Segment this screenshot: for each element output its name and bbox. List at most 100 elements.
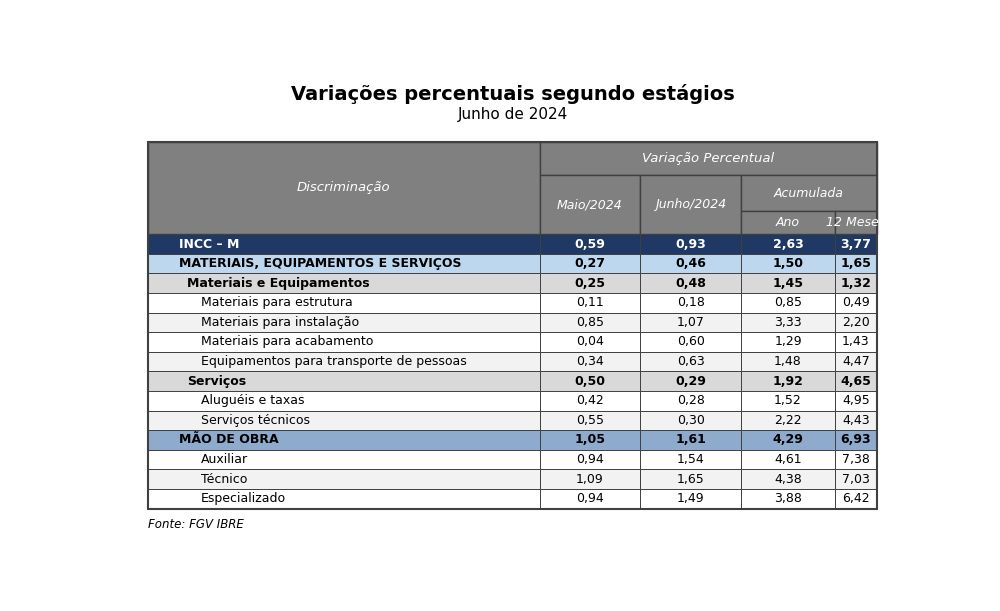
Text: 0,25: 0,25 (574, 277, 606, 290)
Text: 2,20: 2,20 (842, 316, 870, 329)
Bar (741, 469, 835, 489)
Bar (835, 411, 877, 430)
Text: 4,43: 4,43 (842, 414, 870, 427)
Bar (148, 469, 540, 489)
Bar (540, 313, 640, 332)
Text: 4,65: 4,65 (840, 375, 871, 387)
Text: 0,60: 0,60 (677, 335, 705, 348)
Bar (640, 313, 741, 332)
Text: Serviços técnicos: Serviços técnicos (201, 414, 310, 427)
Bar (640, 293, 741, 313)
Text: 1,29: 1,29 (774, 335, 802, 348)
Bar (148, 371, 540, 391)
Bar (835, 430, 877, 450)
Text: 4,95: 4,95 (842, 394, 870, 408)
Bar (540, 273, 640, 293)
Text: Serviços: Serviços (187, 375, 246, 387)
Bar (640, 371, 741, 391)
Bar (148, 142, 540, 234)
Bar (148, 391, 540, 411)
Text: Materiais e Equipamentos: Materiais e Equipamentos (187, 277, 370, 290)
Bar (741, 234, 835, 254)
Bar (640, 450, 741, 469)
Text: 0,30: 0,30 (677, 414, 705, 427)
Text: MÃO DE OBRA: MÃO DE OBRA (179, 433, 279, 447)
Text: 0,85: 0,85 (576, 316, 604, 329)
Bar (640, 254, 741, 273)
Text: 0,11: 0,11 (576, 296, 604, 309)
Bar (540, 430, 640, 450)
Bar (540, 234, 640, 254)
Bar (148, 313, 540, 332)
Text: 0,27: 0,27 (574, 257, 606, 270)
Bar (148, 430, 540, 450)
Bar (540, 411, 640, 430)
Text: 1,50: 1,50 (773, 257, 804, 270)
Text: 0,42: 0,42 (576, 394, 604, 408)
Bar (741, 450, 835, 469)
Text: 0,94: 0,94 (576, 492, 604, 505)
Bar (741, 391, 835, 411)
Text: Fonte: FGV IBRE: Fonte: FGV IBRE (148, 518, 244, 530)
Bar (640, 489, 741, 508)
Text: 1,49: 1,49 (677, 492, 705, 505)
Text: 1,45: 1,45 (773, 277, 804, 290)
Text: MATERIAIS, EQUIPAMENTOS E SERVIÇOS: MATERIAIS, EQUIPAMENTOS E SERVIÇOS (179, 257, 462, 270)
Text: 7,03: 7,03 (842, 473, 870, 486)
Bar (148, 411, 540, 430)
Text: 0,50: 0,50 (574, 375, 606, 387)
Bar (741, 293, 835, 313)
Bar (640, 273, 741, 293)
Bar (741, 313, 835, 332)
Text: 0,49: 0,49 (842, 296, 870, 309)
Bar (741, 175, 877, 211)
Bar (741, 352, 835, 371)
Text: 6,93: 6,93 (841, 433, 871, 447)
Text: Ano: Ano (776, 216, 800, 229)
Bar (148, 332, 540, 352)
Text: 1,05: 1,05 (574, 433, 606, 447)
Text: Junho/2024: Junho/2024 (655, 199, 726, 211)
Text: 0,46: 0,46 (675, 257, 706, 270)
Text: 3,77: 3,77 (840, 238, 871, 251)
Text: 1,09: 1,09 (576, 473, 604, 486)
Bar (835, 352, 877, 371)
Text: Auxiliar: Auxiliar (201, 453, 248, 466)
Bar (741, 332, 835, 352)
Text: Especializado: Especializado (201, 492, 286, 505)
Text: 3,33: 3,33 (774, 316, 802, 329)
Text: 1,07: 1,07 (677, 316, 705, 329)
Text: 0,59: 0,59 (575, 238, 605, 251)
Bar (540, 469, 640, 489)
Bar (835, 234, 877, 254)
Text: 0,85: 0,85 (774, 296, 802, 309)
Bar (835, 254, 877, 273)
Bar (540, 175, 640, 234)
Bar (540, 391, 640, 411)
Text: INCC – M: INCC – M (179, 238, 240, 251)
Text: 1,92: 1,92 (773, 375, 803, 387)
Text: 0,55: 0,55 (576, 414, 604, 427)
Text: Técnico: Técnico (201, 473, 247, 486)
Bar (540, 352, 640, 371)
Bar (540, 142, 877, 175)
Bar (640, 352, 741, 371)
Text: 3,88: 3,88 (774, 492, 802, 505)
Text: 0,29: 0,29 (675, 375, 706, 387)
Text: 0,63: 0,63 (677, 355, 705, 368)
Bar (148, 142, 877, 508)
Text: 1,52: 1,52 (774, 394, 802, 408)
Bar (640, 175, 741, 234)
Text: Materiais para estrutura: Materiais para estrutura (201, 296, 353, 309)
Bar (741, 273, 835, 293)
Text: 0,04: 0,04 (576, 335, 604, 348)
Text: 2,22: 2,22 (774, 414, 802, 427)
Text: 6,42: 6,42 (842, 492, 870, 505)
Text: 1,65: 1,65 (677, 473, 705, 486)
Text: Variação Percentual: Variação Percentual (642, 152, 774, 165)
Bar (148, 273, 540, 293)
Bar (640, 391, 741, 411)
Bar (741, 489, 835, 508)
Bar (540, 254, 640, 273)
Text: Variações percentuais segundo estágios: Variações percentuais segundo estágios (291, 84, 734, 104)
